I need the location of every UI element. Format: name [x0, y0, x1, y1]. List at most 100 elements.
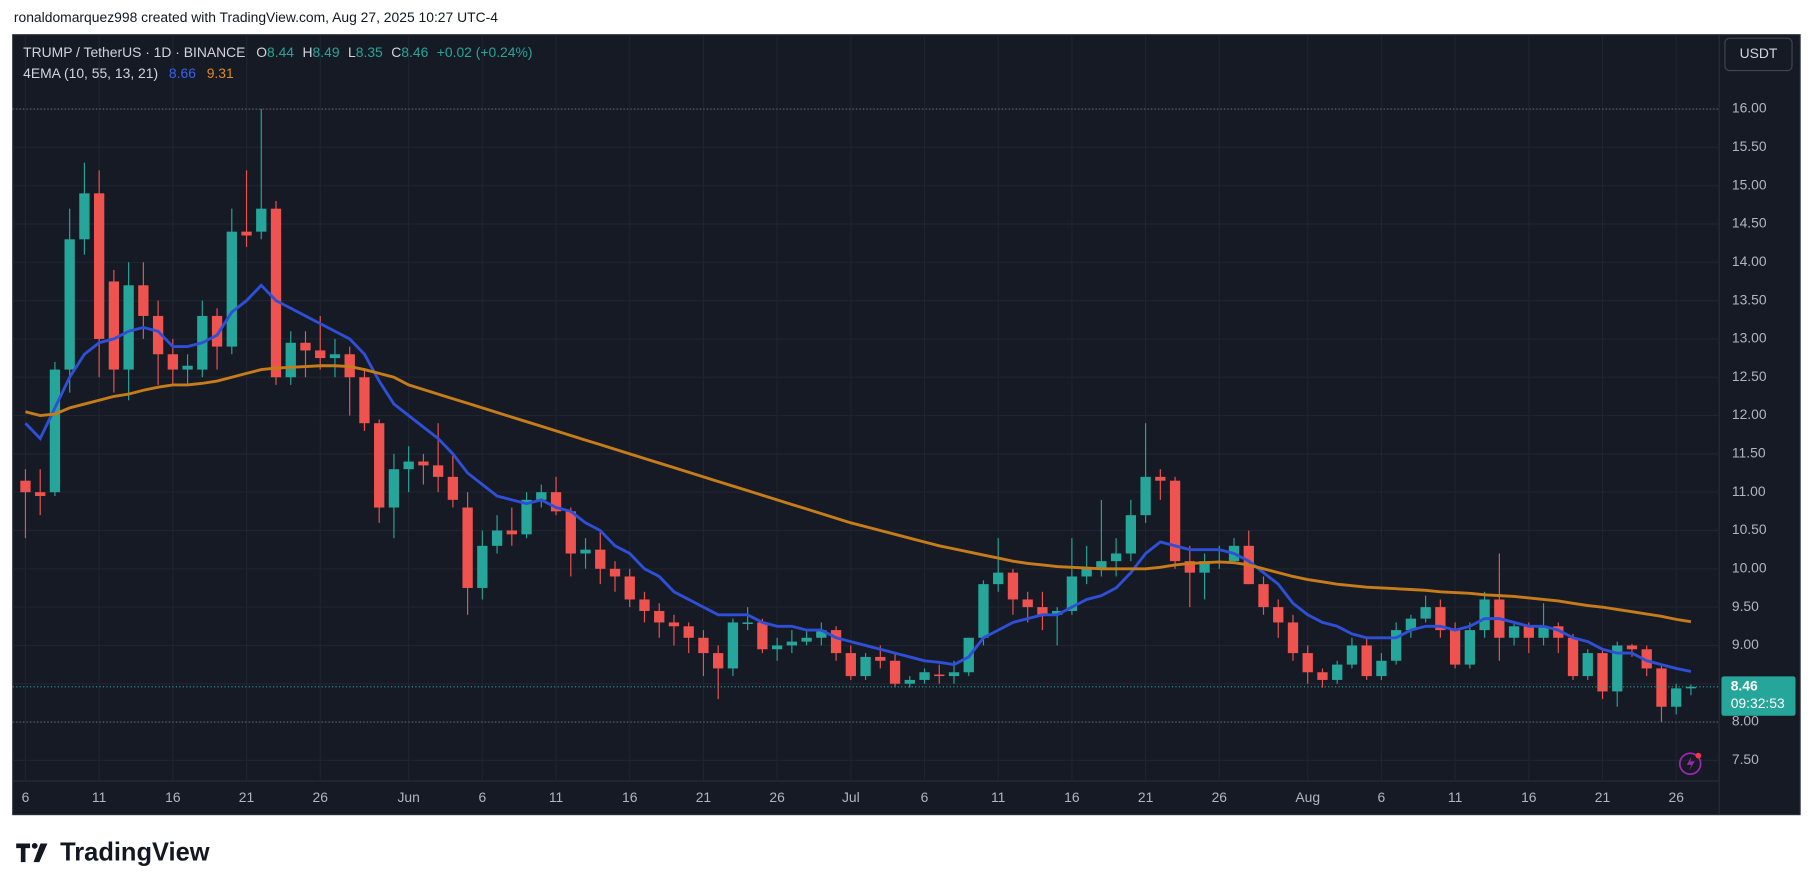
candle-body: [1420, 607, 1431, 619]
candle-body: [182, 365, 193, 370]
unit-box[interactable]: [1724, 37, 1793, 72]
x-tick-label: 21: [239, 789, 255, 805]
ohlc-label: L: [348, 44, 356, 60]
candle-body: [315, 350, 326, 359]
candle-body: [329, 354, 341, 359]
candle-body: [698, 637, 709, 654]
candle-body: [1508, 626, 1520, 638]
x-tick-label: Aug: [1295, 789, 1320, 805]
overlay: TRUMP / TetherUS · 1D · BINANCE O8.44 H8…: [16, 37, 1796, 867]
candle-body: [889, 660, 901, 684]
chart-panel: [12, 34, 1801, 816]
x-tick-label: 26: [313, 789, 329, 805]
candle-body: [1405, 618, 1417, 631]
candle-body: [300, 342, 311, 351]
candle-body: [1376, 660, 1387, 677]
candle-body: [447, 476, 459, 500]
candle-body: [79, 193, 90, 240]
x-tick-label: Jun: [397, 789, 419, 805]
candle-body: [1553, 626, 1564, 638]
x-tick-label: 16: [165, 789, 181, 805]
candle-body: [1317, 672, 1328, 680]
y-tick-label: 12.50: [1732, 368, 1767, 384]
alert-dot[interactable]: [1695, 752, 1702, 759]
candle-body: [1287, 622, 1299, 654]
candle-body: [477, 545, 488, 588]
candle-body: [1582, 653, 1593, 677]
x-tick-label: 6: [921, 789, 929, 805]
candle-body: [683, 626, 694, 638]
candle-body: [1007, 572, 1019, 600]
x-tick-label: 21: [1138, 789, 1154, 805]
logo-v: [33, 843, 48, 863]
x-tick-label: 26: [769, 789, 785, 805]
candle-body: [1523, 626, 1534, 638]
ema-line: [24, 283, 1692, 673]
candle-body: [285, 342, 296, 378]
alert-circle[interactable]: [1678, 752, 1702, 775]
x-tick-label: 26: [1668, 789, 1684, 805]
legend-indicator: 4EMA (10, 55, 13, 21) 8.66 9.31: [23, 65, 234, 81]
y-tick-label: 13.00: [1732, 330, 1767, 346]
candle-body: [1169, 480, 1181, 562]
candle-body: [934, 674, 945, 677]
candle-body: [403, 461, 414, 470]
countdown-label: 09:32:53: [1731, 695, 1785, 711]
indicator-name: 4EMA (10, 55, 13, 21): [23, 65, 158, 81]
alert-icon[interactable]: [1678, 752, 1702, 775]
candle-body: [580, 549, 591, 554]
candle-body: [845, 653, 856, 677]
last-price-box: [1721, 676, 1796, 716]
x-tick-label: 6: [22, 789, 30, 805]
ema-value: 8.66: [169, 65, 196, 81]
y-tick-label: 13.50: [1732, 291, 1767, 307]
y-tick-label: 11.50: [1732, 445, 1766, 461]
candle-body: [830, 630, 842, 654]
y-tick-label: 8.00: [1732, 713, 1759, 729]
candle-body: [565, 511, 576, 554]
candle-body: [1052, 610, 1063, 615]
alert-bolt[interactable]: [1686, 756, 1695, 771]
x-tick-label: 11: [92, 789, 107, 805]
candle-body: [211, 315, 223, 347]
candle-body: [1332, 664, 1343, 680]
candle-body: [241, 231, 252, 236]
candle-body: [1037, 607, 1048, 615]
header-text: ronaldomarquez998 created with TradingVi…: [14, 9, 498, 25]
candle-body: [1066, 576, 1078, 611]
y-tick-label: 15.50: [1732, 138, 1767, 154]
candle-body: [152, 315, 164, 355]
y-tick-label: 14.00: [1732, 253, 1767, 269]
ohlc-value: 8.46: [401, 44, 428, 60]
candle-body: [432, 465, 444, 477]
candle-body: [49, 369, 61, 493]
candle-body: [418, 461, 429, 466]
candle-body: [1641, 649, 1652, 669]
candle-body: [904, 679, 915, 684]
x-tick-label: 16: [1521, 789, 1537, 805]
candle-body: [167, 354, 178, 370]
y-tick-label: 16.00: [1732, 100, 1767, 116]
candle-body: [1302, 653, 1313, 673]
candle-body: [462, 507, 473, 588]
y-tick-label: 9.00: [1732, 636, 1759, 652]
x-tick-label: 6: [1378, 789, 1386, 805]
candle-body: [609, 568, 621, 577]
candle-body: [786, 641, 798, 646]
footer-brand: TradingView: [60, 839, 210, 867]
brand-logo: [16, 842, 48, 863]
candle-body: [1110, 553, 1122, 562]
unit-label[interactable]: USDT: [1740, 45, 1778, 61]
y-tick-label: 10.00: [1732, 559, 1767, 575]
y-tick-label: 15.00: [1732, 176, 1767, 192]
candle-body: [270, 208, 282, 378]
candle-body: [1685, 686, 1697, 689]
candle-body: [536, 492, 547, 500]
candle-body: [1081, 568, 1092, 577]
y-tick-label: 9.50: [1732, 598, 1759, 614]
candle-body: [993, 572, 1004, 585]
candle-body: [64, 239, 75, 370]
candle-body: [1155, 476, 1166, 481]
